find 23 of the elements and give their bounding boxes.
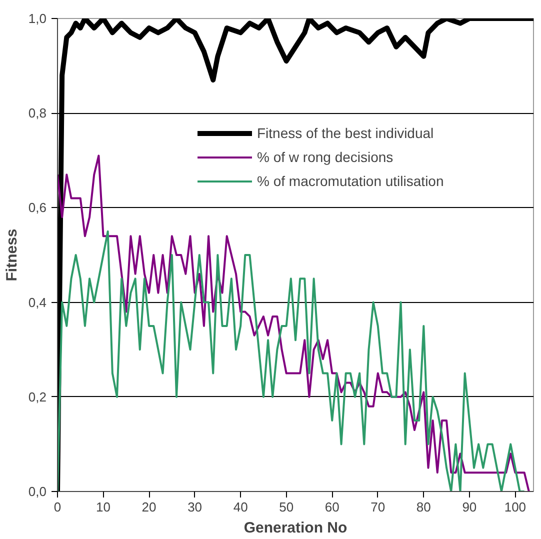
y-tick-label: 0,0 <box>28 484 47 499</box>
x-axis-title: Generation No <box>244 520 348 536</box>
y-tick-label: 0,8 <box>28 106 47 121</box>
legend-label: % of macromutation utilisation <box>257 173 444 189</box>
x-tick-label: 0 <box>54 500 62 514</box>
x-tick-label: 90 <box>462 500 477 514</box>
y-tick-label: 0,2 <box>28 389 47 404</box>
x-tick-label: 80 <box>416 500 431 514</box>
x-tick-label: 50 <box>279 500 294 514</box>
x-tick-label: 40 <box>233 500 248 514</box>
y-tick-label: 0,6 <box>28 200 47 216</box>
y-tick-label: 0,4 <box>28 294 47 310</box>
x-tick-label: 30 <box>188 500 202 514</box>
y-axis-title: Fitness <box>3 228 20 282</box>
x-tick-label: 20 <box>142 500 156 514</box>
legend-label: Fitness of the best individual <box>257 125 434 141</box>
x-tick-label: 70 <box>370 500 386 514</box>
x-tick-label: 60 <box>324 500 340 514</box>
x-tick-label: 10 <box>96 500 111 514</box>
x-tick-label: 100 <box>504 500 526 514</box>
line-series <box>58 230 526 492</box>
legend-label: % of w rong decisions <box>257 149 394 165</box>
y-tick-label: 1,0 <box>28 11 47 26</box>
